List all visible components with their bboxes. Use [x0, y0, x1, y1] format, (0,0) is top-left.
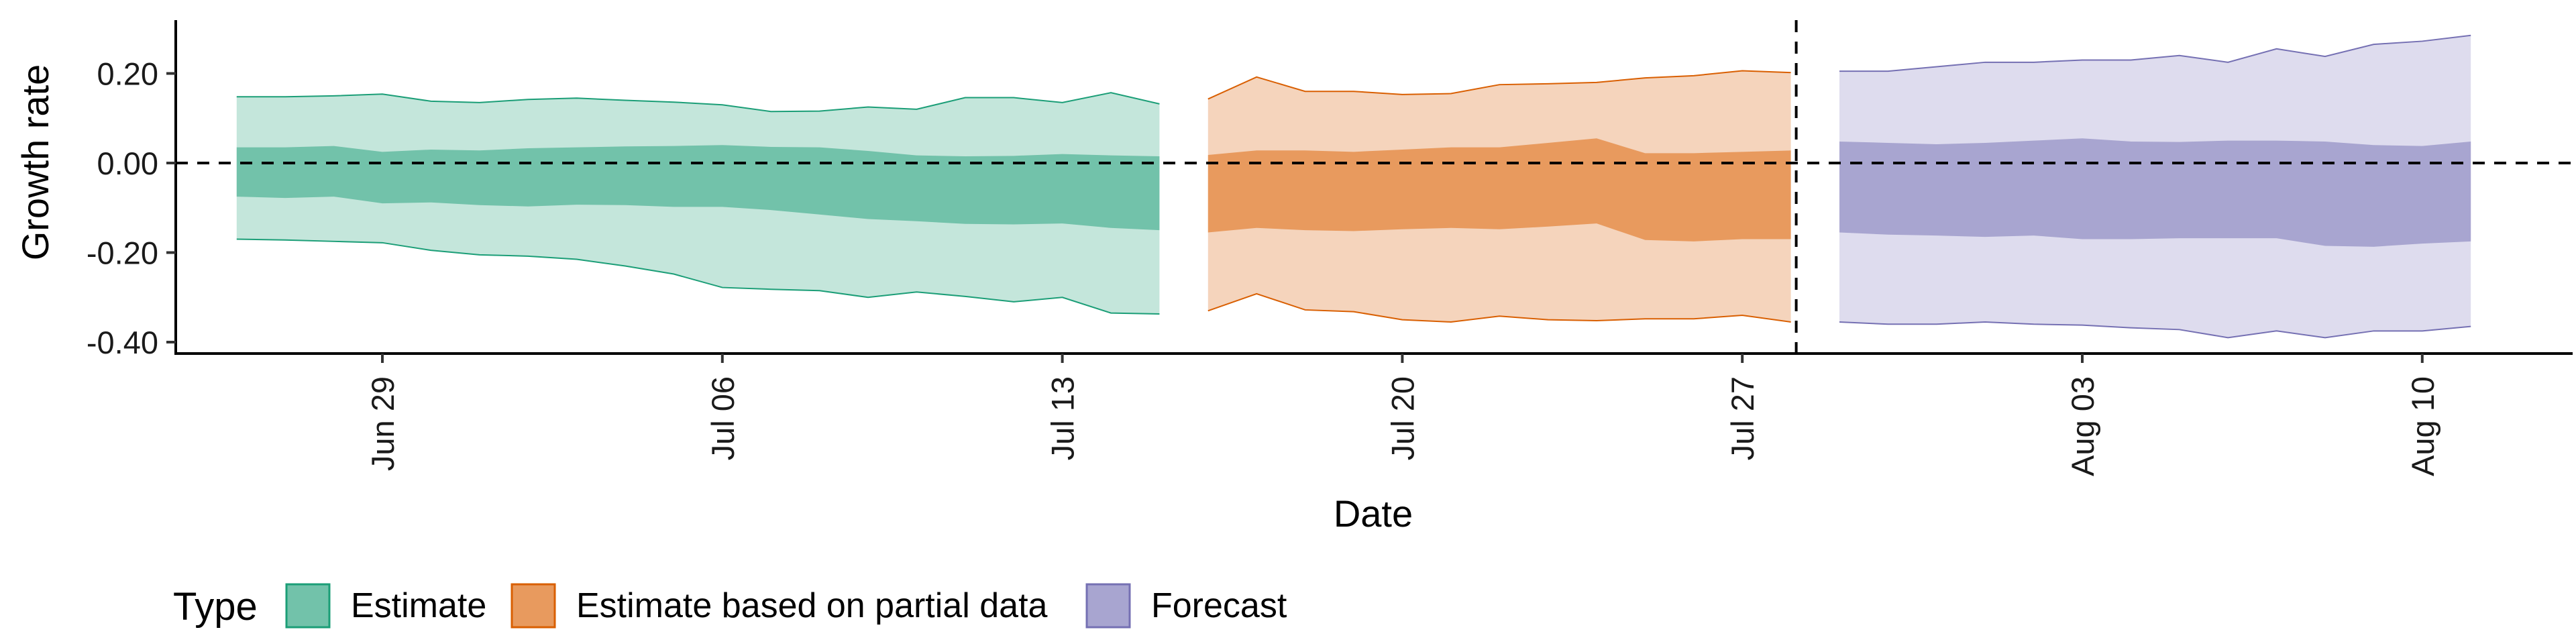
legend-key-1	[511, 583, 556, 629]
band-50-series-2	[1839, 138, 2471, 247]
lower-edge-series-2	[1839, 321, 2471, 339]
upper-edge-series-2	[1839, 34, 2471, 72]
y-axis-title: Growth rate	[14, 64, 56, 261]
legend-key-0	[285, 583, 331, 629]
lower-edge-series-0	[236, 238, 1160, 315]
legend: Type Estimate Estimate based on partial d…	[173, 583, 1287, 629]
upper-edge-series-0	[236, 92, 1160, 113]
x-tick-label: Jul 27	[1725, 376, 1760, 460]
reference-lines	[176, 20, 2573, 354]
band-50-series-1	[1208, 138, 1791, 241]
legend-label-1: Estimate based on partial data	[576, 586, 1048, 625]
legend-label-0: Estimate	[351, 586, 486, 625]
y-tick-label: -0.40	[87, 325, 158, 360]
x-tick-label: Aug 10	[2405, 376, 2440, 476]
band-50-series-0	[236, 145, 1160, 231]
x-tick-label: Jun 29	[365, 376, 400, 471]
x-tick-label: Aug 03	[2065, 376, 2100, 476]
legend-label-2: Forecast	[1151, 586, 1287, 625]
y-tick-label: -0.20	[87, 235, 158, 271]
x-tick-label: Jul 06	[705, 376, 741, 460]
lower-edge-series-1	[1208, 292, 1791, 323]
legend-key-2	[1085, 583, 1131, 629]
x-tick-label: Jul 13	[1045, 376, 1081, 460]
y-tick-label: 0.20	[97, 56, 158, 92]
axes: 0.20 0.00 -0.20 -0.40 Jun 29 Jul 06 Jul 13 Jul …	[87, 20, 2573, 476]
x-tick-label: Jul 20	[1385, 376, 1420, 460]
x-axis-title: Date	[1334, 492, 1413, 535]
y-tick-label: 0.00	[97, 146, 158, 181]
upper-edge-series-1	[1208, 70, 1791, 100]
bands-layer	[236, 34, 2471, 339]
legend-title: Type	[173, 585, 258, 629]
